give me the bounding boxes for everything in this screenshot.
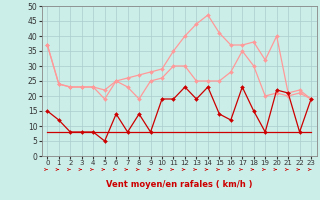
X-axis label: Vent moyen/en rafales ( km/h ): Vent moyen/en rafales ( km/h ) — [106, 180, 252, 189]
